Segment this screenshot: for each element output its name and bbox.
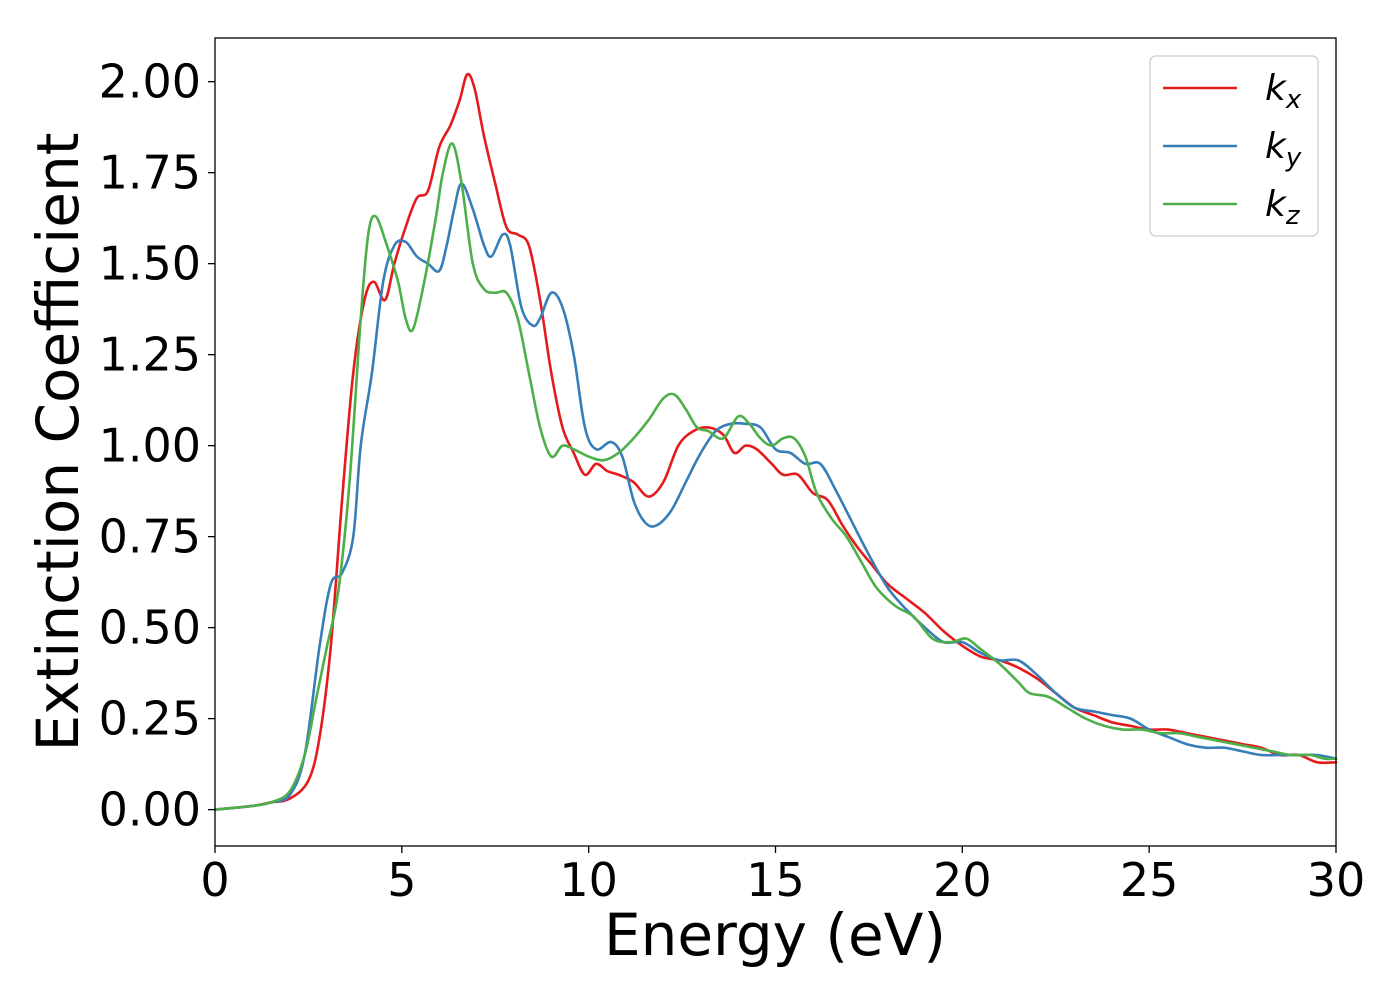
series-line-ky (213, 182, 1338, 811)
y-tick-label: 0.25 (99, 692, 201, 746)
legend-label-ky: ky (1265, 126, 1302, 173)
y-tick-label: 2.00 (99, 55, 201, 109)
y-tick-label: 1.50 (99, 237, 201, 291)
x-tick-label: 0 (200, 853, 229, 907)
series-line-kx (213, 72, 1338, 811)
legend-label-kx: kx (1265, 68, 1302, 115)
legend: kx ky kz (1149, 55, 1319, 237)
y-tick-label: 1.75 (99, 146, 201, 200)
series-line-kz (213, 142, 1338, 811)
x-axis-label: Energy (eV) (604, 901, 946, 969)
legend-label-kz: kz (1265, 184, 1301, 231)
x-tick-label: 20 (933, 853, 992, 907)
y-tick-label: 0.50 (99, 601, 201, 655)
x-tick-label: 15 (746, 853, 805, 907)
y-axis: 0.00 0.25 0.50 0.75 1.00 1.25 1.50 1.75 2.00 (99, 55, 215, 837)
x-tick-label: 10 (559, 853, 618, 907)
x-axis: 0 5 10 15 20 25 30 (200, 846, 1365, 907)
y-tick-label: 0.00 (99, 783, 201, 837)
y-tick-label: 1.00 (99, 419, 201, 473)
y-tick-label: 1.25 (99, 328, 201, 382)
y-axis-label: Extinction Coefficient (24, 133, 92, 752)
y-tick-label: 0.75 (99, 510, 201, 564)
x-tick-label: 25 (1120, 853, 1179, 907)
x-tick-label: 5 (387, 853, 416, 907)
series-layer (213, 72, 1338, 811)
x-tick-label: 30 (1307, 853, 1366, 907)
plot-background (215, 38, 1336, 846)
